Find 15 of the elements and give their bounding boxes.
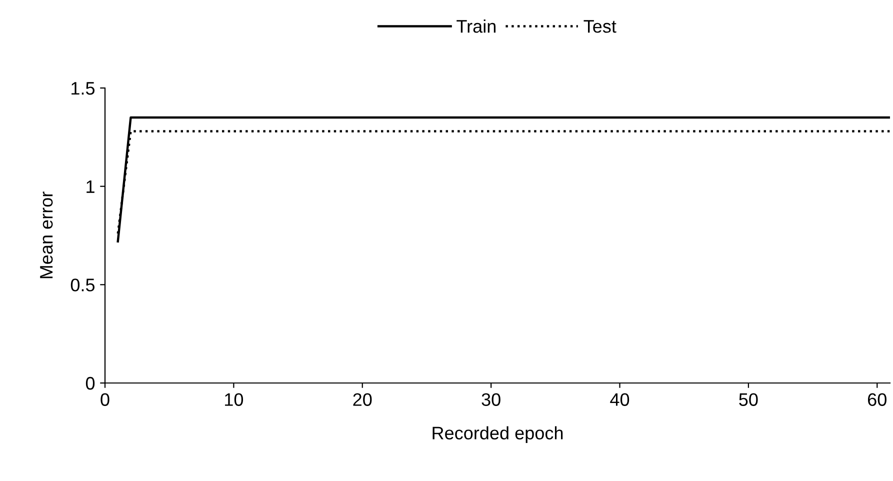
x-tick-label: 60 xyxy=(868,393,886,406)
y-tick-label: 1.5 xyxy=(72,82,95,95)
y-tick-label: 0.5 xyxy=(70,278,95,292)
x-tick-label: 50 xyxy=(739,393,758,406)
x-tick-label: 10 xyxy=(225,393,244,406)
x-tick-label: 40 xyxy=(610,393,630,406)
y-tick-label: 1 xyxy=(86,180,94,193)
x-tick-label: 30 xyxy=(482,393,500,406)
y-axis-title: Mean error xyxy=(40,192,53,278)
x-tick-label: 20 xyxy=(353,393,372,406)
x-tick-label: 0 xyxy=(100,393,110,406)
legend-label: Test xyxy=(584,20,616,33)
legend-label: Train xyxy=(456,20,496,33)
y-tick-label: 0 xyxy=(86,376,95,390)
x-axis-title: Recorded epoch xyxy=(432,426,563,444)
